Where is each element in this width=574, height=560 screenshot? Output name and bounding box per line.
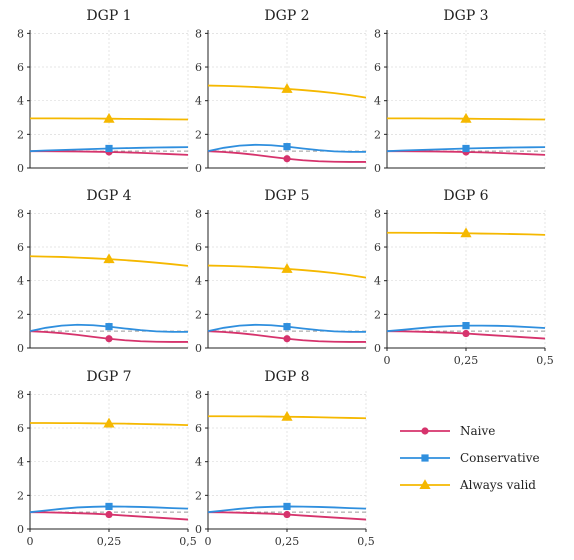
y-tick-label: 8: [195, 27, 202, 40]
y-tick-label: 4: [195, 275, 202, 288]
x-tick-label: 0,5: [536, 354, 554, 367]
series-marker-naive: [105, 335, 113, 343]
panel-dgp-6: DGP 6 0 2 4 6 8 0 0,25 0,5: [374, 188, 554, 367]
y-tick-label: 0: [195, 523, 202, 536]
series-marker-naive: [105, 510, 113, 519]
x-tick-label: 0,5: [179, 535, 197, 548]
y-tick-label: 8: [17, 27, 24, 40]
y-tick-label: 6: [195, 241, 202, 254]
y-tick-label: 8: [374, 27, 381, 40]
x-tick-label: 0: [205, 535, 212, 548]
legend-label: Naive: [460, 424, 495, 438]
y-tick-label: 2: [374, 308, 381, 321]
panel-dgp-7: DGP 7 0 2 4 6 8 0 0,25 0,5: [17, 369, 197, 548]
y-tick-label: 6: [17, 422, 24, 435]
y-tick-label: 6: [17, 61, 24, 74]
series-marker-conservative: [462, 144, 470, 153]
y-tick-label: 2: [195, 489, 202, 502]
y-tick-label: 2: [17, 489, 24, 502]
legend-marker: [419, 479, 431, 489]
panel-dgp-1: DGP 1 0 2 4 6 8: [17, 8, 189, 175]
panel-dgp-8: DGP 8 0 2 4 6 8 0 0,25 0,5: [195, 369, 375, 548]
legend: Naive Conservative Always valid: [400, 424, 540, 492]
y-tick-label: 4: [374, 275, 381, 288]
y-tick-label: 0: [17, 523, 24, 536]
series-marker-always-valid: [460, 227, 472, 238]
y-tick-label: 4: [17, 275, 24, 288]
series-marker-always-valid: [281, 410, 293, 421]
x-tick-label: 0,25: [275, 535, 300, 548]
series-marker-naive: [283, 335, 291, 343]
y-tick-label: 6: [17, 241, 24, 254]
y-tick-label: 6: [374, 61, 381, 74]
y-tick-label: 4: [17, 456, 24, 469]
y-tick-label: 2: [195, 128, 202, 141]
y-tick-label: 2: [17, 128, 24, 141]
panel-dgp-3: DGP 3 0 2 4 6 8: [374, 8, 546, 175]
series-marker-always-valid: [103, 417, 115, 428]
y-tick-label: 8: [17, 388, 24, 401]
y-tick-label: 4: [195, 95, 202, 108]
y-tick-label: 0: [374, 342, 381, 355]
y-tick-label: 4: [17, 95, 24, 108]
legend-label: Always valid: [459, 478, 536, 492]
x-tick-label: 0,25: [454, 354, 479, 367]
series-marker-always-valid: [103, 112, 115, 123]
x-tick-label: 0,25: [97, 535, 122, 548]
panel-title: DGP 8: [264, 369, 309, 385]
x-tick-label: 0: [27, 535, 34, 548]
x-tick-label: 0,5: [357, 535, 375, 548]
panel-title: DGP 6: [443, 188, 488, 204]
y-tick-label: 6: [195, 61, 202, 74]
y-tick-label: 4: [374, 95, 381, 108]
series-marker-conservative: [105, 144, 113, 153]
panel-dgp-4: DGP 4 0 2 4 6 8: [17, 188, 189, 355]
panel-title: DGP 5: [264, 188, 309, 204]
y-tick-label: 8: [17, 207, 24, 220]
panel-title: DGP 7: [86, 369, 131, 385]
y-tick-label: 0: [374, 162, 381, 175]
y-tick-label: 2: [17, 308, 24, 321]
panel-title: DGP 3: [443, 8, 488, 24]
y-tick-label: 8: [195, 207, 202, 220]
series-marker-conservative: [283, 502, 291, 511]
series-marker-naive: [283, 510, 291, 519]
y-tick-label: 4: [195, 456, 202, 469]
x-tick-label: 0: [384, 354, 391, 367]
series-marker-conservative: [283, 323, 291, 331]
y-tick-label: 0: [17, 162, 24, 175]
legend-item: Always valid: [400, 478, 536, 492]
y-tick-label: 0: [195, 342, 202, 355]
series-marker-naive: [462, 329, 470, 338]
y-tick-label: 6: [195, 422, 202, 435]
legend-marker: [421, 454, 429, 462]
series-marker-conservative: [462, 322, 470, 330]
series-marker-always-valid: [103, 253, 115, 264]
y-tick-label: 2: [374, 128, 381, 141]
series-marker-always-valid: [460, 112, 472, 123]
y-tick-label: 0: [195, 162, 202, 175]
panel-title: DGP 1: [86, 8, 131, 24]
panel-title: DGP 2: [264, 8, 309, 24]
panel-title: DGP 4: [86, 188, 131, 204]
y-tick-label: 8: [195, 388, 202, 401]
series-marker-always-valid: [281, 83, 293, 93]
legend-label: Conservative: [460, 451, 540, 465]
series-marker-conservative: [105, 502, 113, 511]
legend-item: Naive: [400, 424, 495, 438]
panel-dgp-2: DGP 2 0 2 4 6 8: [195, 8, 367, 175]
panels: DGP 1 0 2 4 6 8 DGP 2 0 2 4 6 8 DGP 3 0 2 4 6 8 DGP 4 0 2 4 6 8…: [17, 8, 554, 548]
legend-marker: [421, 427, 429, 435]
legend-item: Conservative: [400, 451, 540, 465]
y-tick-label: 8: [374, 207, 381, 220]
panel-dgp-5: DGP 5 0 2 4 6 8: [195, 188, 367, 355]
series-marker-always-valid: [281, 263, 293, 273]
y-tick-label: 2: [195, 308, 202, 321]
series-marker-conservative: [283, 143, 291, 151]
y-tick-label: 6: [374, 241, 381, 254]
y-tick-label: 0: [17, 342, 24, 355]
series-marker-conservative: [105, 323, 113, 331]
series-marker-naive: [283, 155, 291, 163]
